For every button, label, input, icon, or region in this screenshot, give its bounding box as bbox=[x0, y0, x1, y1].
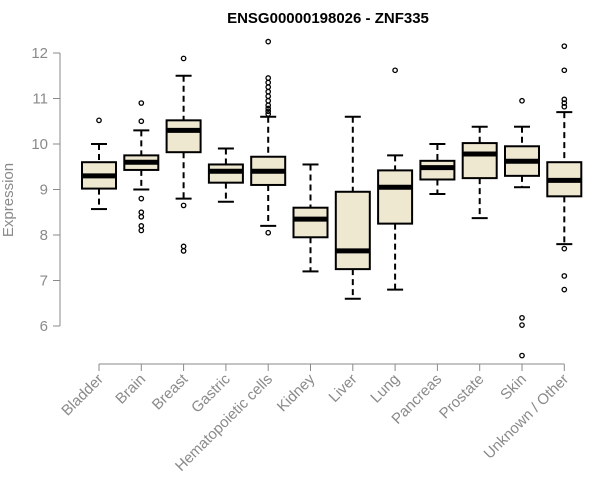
box-skin bbox=[504, 97, 540, 359]
outlier-point bbox=[265, 108, 272, 115]
outlier-point bbox=[138, 209, 145, 216]
outlier-point bbox=[561, 67, 568, 74]
x-tick-label: Liver bbox=[326, 371, 361, 406]
box-bladder bbox=[81, 117, 117, 211]
outlier-point bbox=[561, 286, 568, 293]
iqr-box bbox=[165, 119, 202, 154]
boxes-group bbox=[81, 38, 583, 359]
outlier-point bbox=[561, 103, 568, 110]
outlier-point bbox=[265, 84, 272, 90]
outlier-point bbox=[138, 195, 145, 202]
box-unknown-other bbox=[546, 43, 583, 293]
x-tick-label: Brain bbox=[112, 371, 149, 408]
outlier-point bbox=[180, 243, 187, 250]
outlier-point bbox=[265, 105, 272, 112]
iqr-box bbox=[377, 169, 414, 225]
box-prostate bbox=[461, 125, 498, 220]
box-liver bbox=[334, 115, 371, 300]
outlier-point bbox=[561, 245, 568, 252]
y-tick-label: 6 bbox=[40, 318, 48, 335]
outlier-point bbox=[519, 314, 525, 321]
outlier-point bbox=[180, 202, 187, 209]
box-breast bbox=[165, 55, 202, 254]
outlier-point bbox=[265, 93, 272, 100]
x-tick-label: Lung bbox=[367, 371, 403, 407]
y-tick-label: 8 bbox=[40, 227, 48, 244]
outlier-point bbox=[265, 75, 272, 81]
outlier-point bbox=[519, 97, 525, 104]
outlier-point bbox=[561, 43, 568, 50]
y-axis-label: Expression bbox=[0, 163, 17, 237]
outlier-point bbox=[265, 88, 272, 95]
box-lung bbox=[377, 67, 414, 291]
x-tick-label: Breast bbox=[149, 370, 192, 413]
outlier-point bbox=[561, 96, 568, 103]
iqr-box bbox=[419, 159, 456, 181]
outlier-point bbox=[96, 117, 102, 124]
outlier-point bbox=[180, 55, 187, 62]
outlier-point bbox=[392, 67, 398, 74]
y-tick-label: 12 bbox=[31, 45, 48, 62]
box-brain bbox=[123, 100, 160, 234]
outlier-point bbox=[561, 100, 568, 106]
y-tick-label: 9 bbox=[40, 182, 48, 199]
chart-title: ENSG00000198026 - ZNF335 bbox=[227, 10, 429, 27]
outlier-point bbox=[265, 38, 272, 45]
iqr-box bbox=[334, 190, 371, 271]
outlier-point bbox=[138, 118, 145, 125]
y-tick-label: 10 bbox=[31, 136, 48, 153]
y-axis: 6 7 8 9 10 11 12 bbox=[31, 45, 61, 335]
outlier-point bbox=[265, 111, 272, 117]
x-tick-label: Bladder bbox=[58, 371, 107, 420]
outlier-point bbox=[265, 102, 272, 109]
outlier-point bbox=[561, 273, 568, 279]
box-pancreas bbox=[419, 143, 456, 196]
outlier-point bbox=[180, 248, 187, 254]
box-kidney bbox=[292, 163, 329, 273]
outlier-point bbox=[265, 229, 272, 236]
outlier-point bbox=[519, 352, 525, 359]
outlier-point bbox=[138, 227, 145, 234]
outlier-point bbox=[138, 213, 145, 220]
y-tick-label: 7 bbox=[40, 273, 48, 290]
x-tick-label: Prostate bbox=[436, 371, 488, 423]
outlier-point bbox=[138, 100, 145, 106]
iqr-box bbox=[292, 206, 329, 239]
y-tick-label: 11 bbox=[32, 91, 48, 108]
x-tick-label: Kidney bbox=[274, 370, 319, 415]
outlier-point bbox=[265, 79, 272, 86]
outlier-point bbox=[519, 322, 525, 328]
outlier-point bbox=[265, 97, 272, 104]
box-hematopoietic-cells bbox=[250, 38, 287, 236]
box-gastric bbox=[207, 147, 244, 203]
iqr-box bbox=[461, 142, 498, 180]
x-tick-label: Skin bbox=[497, 371, 530, 404]
outlier-point bbox=[138, 223, 145, 229]
